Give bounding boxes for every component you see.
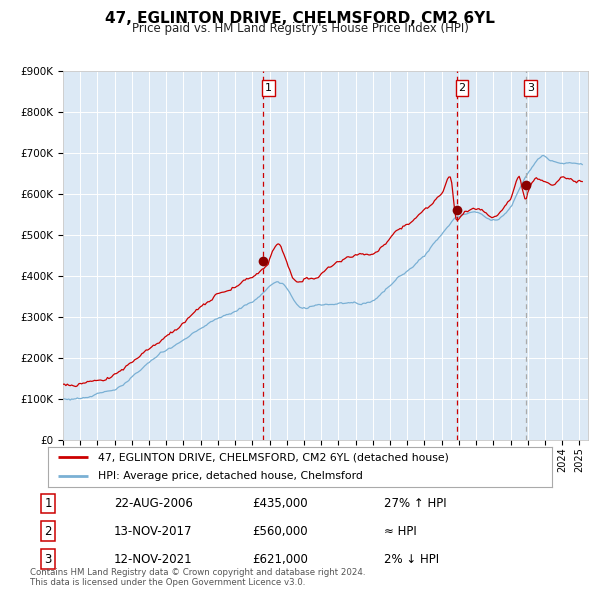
Text: 3: 3 — [44, 552, 52, 566]
Text: Price paid vs. HM Land Registry's House Price Index (HPI): Price paid vs. HM Land Registry's House … — [131, 22, 469, 35]
Text: 1: 1 — [265, 83, 272, 93]
Text: £560,000: £560,000 — [252, 525, 308, 538]
Text: 47, EGLINTON DRIVE, CHELMSFORD, CM2 6YL: 47, EGLINTON DRIVE, CHELMSFORD, CM2 6YL — [105, 11, 495, 25]
Text: 3: 3 — [527, 83, 534, 93]
Text: 12-NOV-2021: 12-NOV-2021 — [114, 552, 193, 566]
Text: £435,000: £435,000 — [252, 497, 308, 510]
Text: 22-AUG-2006: 22-AUG-2006 — [114, 497, 193, 510]
Text: 2% ↓ HPI: 2% ↓ HPI — [384, 552, 439, 566]
Text: HPI: Average price, detached house, Chelmsford: HPI: Average price, detached house, Chel… — [98, 471, 363, 481]
Text: 27% ↑ HPI: 27% ↑ HPI — [384, 497, 446, 510]
Text: 47, EGLINTON DRIVE, CHELMSFORD, CM2 6YL (detached house): 47, EGLINTON DRIVE, CHELMSFORD, CM2 6YL … — [98, 453, 449, 463]
Text: Contains HM Land Registry data © Crown copyright and database right 2024.
This d: Contains HM Land Registry data © Crown c… — [30, 568, 365, 587]
Text: 2: 2 — [458, 83, 466, 93]
Text: 2: 2 — [44, 525, 52, 538]
Text: ≈ HPI: ≈ HPI — [384, 525, 417, 538]
Text: £621,000: £621,000 — [252, 552, 308, 566]
Text: 1: 1 — [44, 497, 52, 510]
Text: 13-NOV-2017: 13-NOV-2017 — [114, 525, 193, 538]
